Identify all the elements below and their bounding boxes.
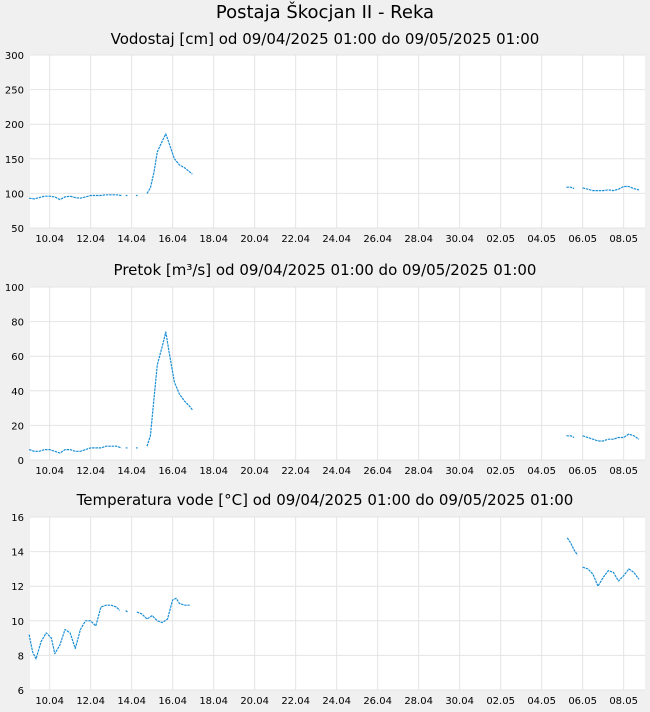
series-line bbox=[28, 445, 122, 454]
y-tick-label: 20 bbox=[11, 421, 24, 432]
plot-area bbox=[30, 287, 645, 460]
x-tick-label: 18.04 bbox=[199, 466, 228, 477]
x-tick-label: 02.05 bbox=[486, 234, 515, 245]
series-line bbox=[582, 566, 640, 587]
y-tick-label: 200 bbox=[5, 120, 24, 131]
chart-title-water-level: Vodostaj [cm] od 09/04/2025 01:00 do 09/… bbox=[110, 30, 540, 48]
x-tick-label: 08.05 bbox=[609, 466, 638, 477]
x-tick-label: 12.04 bbox=[76, 466, 105, 477]
y-tick-label: 150 bbox=[5, 155, 24, 166]
x-tick-label: 12.04 bbox=[76, 696, 105, 707]
x-tick-label: 28.04 bbox=[404, 466, 433, 477]
x-tick-label: 30.04 bbox=[445, 234, 474, 245]
x-tick-label: 08.05 bbox=[609, 234, 638, 245]
x-tick-label: 18.04 bbox=[199, 234, 228, 245]
series-line bbox=[125, 609, 128, 613]
x-tick-label: 04.05 bbox=[527, 696, 556, 707]
water-level-chart: 50 100 150 200 250 300 10.04 12.04 14.04 16.04 18.… bbox=[5, 51, 645, 245]
y-tick-label: 100 bbox=[5, 283, 24, 294]
x-tick-label: 14.04 bbox=[117, 696, 146, 707]
y-tick-label: 14 bbox=[11, 548, 24, 559]
series-line bbox=[146, 133, 193, 194]
x-tick-label: 06.05 bbox=[568, 466, 597, 477]
series-line bbox=[582, 433, 640, 442]
x-tick-label: 18.04 bbox=[199, 696, 228, 707]
x-tick-label: 04.05 bbox=[527, 234, 556, 245]
series-line bbox=[566, 435, 575, 439]
discharge-chart: 0 20 40 60 80 100 10.04 12.04 14.04 16.04 18.04 20.… bbox=[5, 283, 645, 477]
x-tick-label: 04.05 bbox=[527, 466, 556, 477]
x-tick-label: 14.04 bbox=[117, 234, 146, 245]
x-tick-label: 24.04 bbox=[322, 696, 351, 707]
x-tick-label: 20.04 bbox=[240, 234, 269, 245]
series-line bbox=[29, 194, 122, 201]
series-line bbox=[136, 597, 190, 624]
y-tick-label: 300 bbox=[5, 51, 24, 62]
x-tick-label: 20.04 bbox=[240, 466, 269, 477]
y-tick-label: 60 bbox=[11, 352, 24, 363]
series-line bbox=[146, 331, 193, 447]
y-tick-label: 16 bbox=[11, 513, 24, 524]
y-tick-label: 100 bbox=[5, 189, 24, 200]
x-tick-label: 22.04 bbox=[281, 466, 310, 477]
x-tick-label: 02.05 bbox=[486, 466, 515, 477]
x-tick-label: 06.05 bbox=[568, 696, 597, 707]
water-temperature-chart: 6 8 10 12 14 16 10.04 12.04 14.04 16.04 18.04 20.04… bbox=[11, 513, 645, 707]
plot-area bbox=[30, 55, 645, 228]
x-tick-label: 16.04 bbox=[158, 234, 187, 245]
x-tick-label: 10.04 bbox=[35, 234, 64, 245]
x-tick-label: 28.04 bbox=[404, 234, 433, 245]
x-tick-label: 28.04 bbox=[404, 696, 433, 707]
y-tick-label: 250 bbox=[5, 86, 24, 97]
x-tick-label: 26.04 bbox=[363, 234, 392, 245]
x-tick-label: 16.04 bbox=[158, 696, 187, 707]
chart-title-discharge: Pretok [m³/s] od 09/04/2025 01:00 do 09/… bbox=[113, 261, 537, 279]
x-tick-label: 10.04 bbox=[35, 466, 64, 477]
series-line bbox=[566, 186, 575, 190]
x-tick-label: 16.04 bbox=[158, 466, 187, 477]
x-tick-label: 12.04 bbox=[76, 234, 105, 245]
series-line bbox=[582, 185, 640, 192]
y-tick-label: 8 bbox=[18, 651, 24, 662]
y-tick-label: 10 bbox=[11, 617, 24, 628]
plot-area bbox=[30, 517, 645, 690]
y-tick-label: 50 bbox=[11, 224, 24, 235]
x-tick-label: 14.04 bbox=[117, 466, 146, 477]
y-tick-label: 0 bbox=[18, 456, 24, 467]
x-tick-label: 02.05 bbox=[486, 696, 515, 707]
y-tick-label: 80 bbox=[11, 318, 24, 329]
x-tick-label: 06.05 bbox=[568, 234, 597, 245]
x-tick-label: 30.04 bbox=[445, 466, 474, 477]
y-tick-label: 6 bbox=[18, 686, 24, 697]
x-tick-label: 20.04 bbox=[240, 696, 269, 707]
x-tick-label: 30.04 bbox=[445, 696, 474, 707]
x-tick-label: 24.04 bbox=[322, 466, 351, 477]
x-tick-label: 10.04 bbox=[35, 696, 64, 707]
x-tick-label: 22.04 bbox=[281, 696, 310, 707]
series-line bbox=[566, 537, 579, 556]
x-tick-label: 08.05 bbox=[609, 696, 638, 707]
x-tick-label: 26.04 bbox=[363, 696, 392, 707]
x-tick-label: 26.04 bbox=[363, 466, 392, 477]
page-title: Postaja Škocjan II - Reka bbox=[215, 2, 435, 23]
x-tick-label: 24.04 bbox=[322, 234, 351, 245]
x-tick-label: 22.04 bbox=[281, 234, 310, 245]
y-tick-label: 12 bbox=[11, 582, 24, 593]
chart-title-water-temperature: Temperatura vode [°C] od 09/04/2025 01:0… bbox=[76, 491, 574, 509]
y-tick-label: 40 bbox=[11, 387, 24, 398]
series-line bbox=[28, 604, 121, 660]
